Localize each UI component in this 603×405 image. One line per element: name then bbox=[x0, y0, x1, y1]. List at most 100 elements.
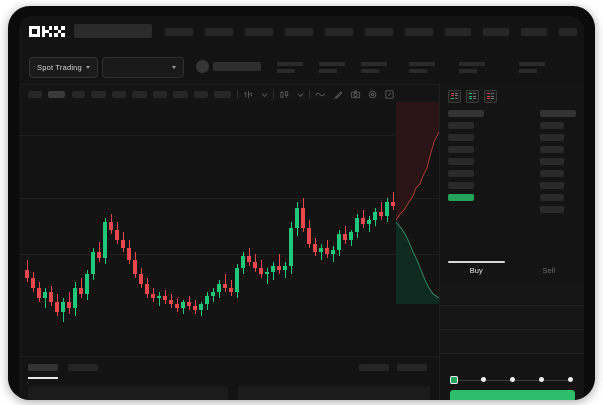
orders-tab-history[interactable] bbox=[68, 364, 98, 371]
orderbook-row[interactable] bbox=[540, 122, 564, 129]
order-field-price[interactable] bbox=[440, 282, 584, 306]
timeframe-8[interactable] bbox=[173, 91, 188, 98]
pencil-draw-icon[interactable] bbox=[333, 89, 344, 100]
candle bbox=[73, 102, 77, 356]
candle bbox=[115, 102, 119, 356]
candle bbox=[355, 102, 359, 356]
nav-item-10[interactable] bbox=[521, 28, 547, 36]
app-screen: Spot Trading bbox=[19, 16, 584, 400]
orderbook-bids-icon[interactable] bbox=[466, 90, 479, 103]
nav-item-1[interactable] bbox=[165, 28, 193, 36]
candle bbox=[235, 102, 239, 356]
nav-item-8[interactable] bbox=[445, 28, 471, 36]
amount-slider[interactable] bbox=[450, 375, 575, 385]
timeframe-1[interactable] bbox=[28, 91, 42, 98]
orderbook-row[interactable] bbox=[448, 110, 484, 117]
candle bbox=[211, 102, 215, 356]
timeframe-10[interactable] bbox=[214, 91, 231, 98]
candle bbox=[217, 102, 221, 356]
nav-item-7[interactable] bbox=[405, 28, 433, 36]
slider-stop-25[interactable] bbox=[481, 377, 486, 382]
timeframe-5[interactable] bbox=[112, 91, 126, 98]
trading-pair-select[interactable] bbox=[102, 57, 184, 78]
orderbook-row[interactable] bbox=[448, 158, 474, 165]
orderbook-both-icon[interactable] bbox=[448, 90, 461, 103]
pair-name-placeholder bbox=[213, 62, 261, 71]
chart-gridline bbox=[19, 254, 439, 255]
tab-buy[interactable]: Buy bbox=[469, 266, 483, 275]
buy-tab-active-indicator bbox=[448, 261, 505, 263]
timeframe-2[interactable] bbox=[48, 91, 65, 98]
orders-action-1[interactable] bbox=[359, 364, 389, 371]
candle bbox=[367, 102, 371, 356]
candle bbox=[67, 102, 71, 356]
search-input[interactable] bbox=[74, 24, 152, 38]
orders-panel bbox=[19, 356, 439, 400]
price-chart[interactable] bbox=[19, 102, 439, 356]
fullscreen-icon[interactable] bbox=[384, 89, 395, 100]
order-field-total[interactable] bbox=[440, 330, 584, 354]
camera-snapshot-icon[interactable] bbox=[350, 89, 361, 100]
orders-tab-open[interactable] bbox=[28, 364, 58, 371]
candle bbox=[145, 102, 149, 356]
orderbook-row[interactable] bbox=[448, 122, 474, 129]
timeframe-7[interactable] bbox=[153, 91, 167, 98]
candle bbox=[43, 102, 47, 356]
slider-stop-75[interactable] bbox=[539, 377, 544, 382]
submit-buy-button[interactable] bbox=[450, 390, 575, 400]
timeframe-6[interactable] bbox=[132, 91, 147, 98]
chevron-down-icon[interactable] bbox=[295, 89, 306, 100]
timeframe-9[interactable] bbox=[194, 91, 208, 98]
candle bbox=[163, 102, 167, 356]
tab-sell[interactable]: Sell bbox=[542, 266, 555, 275]
orderbook-row[interactable] bbox=[540, 134, 564, 141]
orderbook-row[interactable] bbox=[540, 110, 576, 117]
toolbar-divider bbox=[309, 89, 310, 99]
chevron-down-icon bbox=[172, 66, 176, 69]
orderbook-row[interactable] bbox=[540, 182, 564, 189]
indicators-wave-icon[interactable] bbox=[315, 89, 326, 100]
settings-gear-icon[interactable] bbox=[367, 89, 378, 100]
order-field-amount[interactable] bbox=[440, 306, 584, 330]
nav-item-2[interactable] bbox=[205, 28, 233, 36]
candle bbox=[127, 102, 131, 356]
trading-mode-dropdown[interactable]: Spot Trading bbox=[29, 57, 98, 78]
candle bbox=[79, 102, 83, 356]
candle bbox=[199, 102, 203, 356]
orderbook-row[interactable] bbox=[540, 206, 564, 213]
chevron-down-icon[interactable] bbox=[259, 89, 270, 100]
orderbook-row[interactable] bbox=[540, 146, 564, 153]
timeframe-4[interactable] bbox=[91, 91, 106, 98]
timeframe-3[interactable] bbox=[72, 91, 85, 98]
candle bbox=[301, 102, 305, 356]
orderbook-row[interactable] bbox=[448, 134, 474, 141]
orderbook-row[interactable] bbox=[540, 170, 564, 177]
candle bbox=[103, 102, 107, 356]
orderbook-row[interactable] bbox=[448, 146, 474, 153]
orderbook-row-selected[interactable] bbox=[448, 194, 474, 201]
nav-item-9[interactable] bbox=[483, 28, 509, 36]
orderbook-asks-icon[interactable] bbox=[484, 90, 497, 103]
orders-action-2[interactable] bbox=[397, 364, 427, 371]
nav-item-3[interactable] bbox=[245, 28, 273, 36]
nav-item-6[interactable] bbox=[365, 28, 393, 36]
slider-handle[interactable] bbox=[450, 376, 458, 384]
nav-item-4[interactable] bbox=[285, 28, 313, 36]
market-depth-overlay[interactable] bbox=[396, 102, 439, 304]
candle bbox=[337, 102, 341, 356]
slider-stop-50[interactable] bbox=[510, 377, 515, 382]
nav-item-11[interactable] bbox=[559, 28, 577, 36]
orderbook-row[interactable] bbox=[448, 170, 474, 177]
orderbook-row[interactable] bbox=[540, 158, 564, 165]
chart-type-candles-icon[interactable] bbox=[279, 89, 290, 100]
candle bbox=[325, 102, 329, 356]
okx-logo-icon[interactable] bbox=[29, 26, 65, 37]
slider-stop-100[interactable] bbox=[568, 377, 573, 382]
orderbook-row[interactable] bbox=[448, 182, 474, 189]
nav-item-5[interactable] bbox=[325, 28, 353, 36]
orders-card-1 bbox=[28, 386, 228, 400]
orderbook-row[interactable] bbox=[540, 194, 564, 201]
chart-type-bars-icon[interactable] bbox=[243, 89, 254, 100]
candle bbox=[373, 102, 377, 356]
depth-chart-svg bbox=[396, 102, 439, 304]
